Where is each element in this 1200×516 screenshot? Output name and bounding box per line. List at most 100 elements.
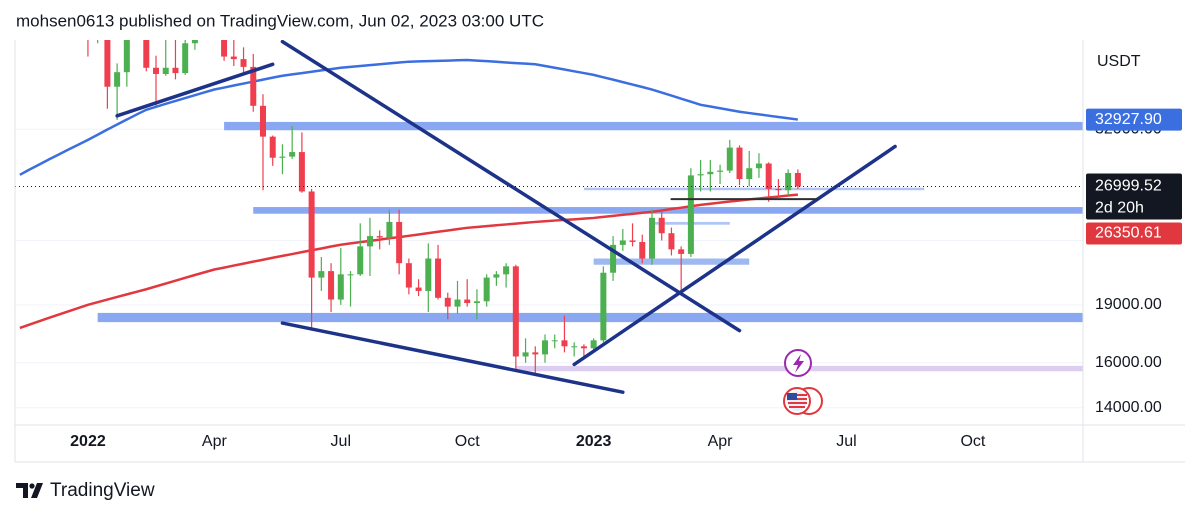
candle-body (542, 340, 549, 355)
candle-body (172, 67, 179, 74)
trendline (115, 62, 275, 118)
x-tick-label: Apr (708, 433, 734, 450)
zone (97, 312, 1083, 323)
candle-body (512, 266, 519, 357)
header: mohsen0613 published on TradingView.com,… (16, 11, 544, 30)
candle-body (648, 217, 655, 259)
candle-body (571, 346, 578, 348)
y-tick-label: 19000.00 (1095, 296, 1162, 313)
candle-body (707, 171, 714, 175)
candle-body (522, 352, 529, 357)
logo-t (16, 483, 28, 498)
candle-body (658, 217, 665, 234)
price-label: 32927.90 (1095, 111, 1162, 128)
flag-stripe (788, 402, 807, 404)
event-icons (783, 349, 823, 415)
candle-body (726, 147, 733, 171)
candle-body (746, 168, 753, 180)
x-tick-label: 2023 (576, 433, 612, 450)
logo-v (31, 483, 43, 498)
candle-body (143, 40, 150, 68)
flag-canton (787, 393, 797, 400)
x-tick-label: Jul (331, 433, 351, 450)
candle-body (619, 240, 626, 245)
candle-body (697, 174, 704, 176)
candle-body (629, 240, 636, 242)
drawings (15, 40, 1083, 394)
candle-body (493, 274, 500, 278)
candle-body (250, 66, 257, 106)
candle-body (269, 136, 276, 158)
x-tick-label: Jul (836, 433, 856, 450)
lightning (793, 354, 804, 373)
candle-body (386, 221, 393, 238)
candle-body (357, 246, 364, 275)
candle-body (347, 274, 354, 276)
candle-body (366, 236, 373, 247)
candle-body (162, 67, 169, 74)
grid (15, 128, 1083, 409)
candle-body (639, 241, 646, 259)
y-tick-label: 14000.00 (1095, 399, 1162, 416)
y-tick-label: 16000.00 (1095, 354, 1162, 371)
candle-body (775, 188, 782, 191)
logo-dot (29, 483, 35, 489)
zone (593, 258, 750, 265)
brand: TradingView (50, 480, 155, 501)
candle-body (736, 147, 743, 180)
candle-body (464, 299, 471, 304)
candle-body (590, 340, 597, 349)
candle-body (765, 163, 772, 189)
moving-average (19, 193, 798, 330)
candle-body (415, 287, 422, 291)
candle-body (114, 72, 121, 87)
candle-body (435, 258, 442, 298)
trendline (280, 321, 625, 394)
price-label-box (1086, 108, 1182, 131)
flag-stripe (797, 394, 807, 396)
candle-body (123, 40, 130, 73)
candle-body (580, 346, 587, 349)
x-tick-label: 2022 (70, 433, 106, 450)
candles (87, 40, 801, 374)
candle-body (755, 163, 762, 169)
x-tick-label: Apr (202, 433, 228, 450)
candle-body (454, 299, 461, 307)
candle-body (687, 175, 694, 254)
candle-body (376, 236, 383, 238)
candle-body (551, 340, 558, 342)
candle-body (308, 191, 315, 278)
candle-body (473, 301, 480, 304)
candle-body (191, 40, 198, 44)
candle-body (289, 152, 296, 157)
moving-average (19, 58, 799, 176)
candle-body (600, 272, 607, 341)
price-label: 26999.52 (1095, 178, 1162, 195)
candle-body (794, 172, 801, 187)
candle-body (230, 56, 237, 60)
candle-body (298, 152, 305, 192)
candle-body (405, 263, 412, 288)
candle-body (483, 277, 490, 302)
candle-body (668, 233, 675, 250)
price-labels: 32927.90 26999.52 2d 20h 26350.61 (1086, 108, 1182, 245)
moving-averages (19, 58, 799, 330)
flag-stripe (789, 406, 805, 408)
candle-body (240, 59, 247, 67)
x-tick-label: Oct (455, 433, 480, 450)
candle-body (444, 297, 451, 307)
zone (224, 121, 1083, 131)
candle-body (425, 258, 432, 291)
candle-body (561, 340, 568, 347)
currency: USDT (1097, 53, 1141, 70)
price-label-box (1086, 222, 1182, 245)
trendline (280, 40, 742, 333)
candle-body (717, 170, 724, 172)
flag-stripe (797, 398, 807, 400)
candle-body (532, 352, 539, 355)
candle-body (221, 40, 228, 57)
candle-body (337, 274, 344, 300)
candle-body (785, 172, 792, 191)
candle-body (610, 244, 617, 273)
